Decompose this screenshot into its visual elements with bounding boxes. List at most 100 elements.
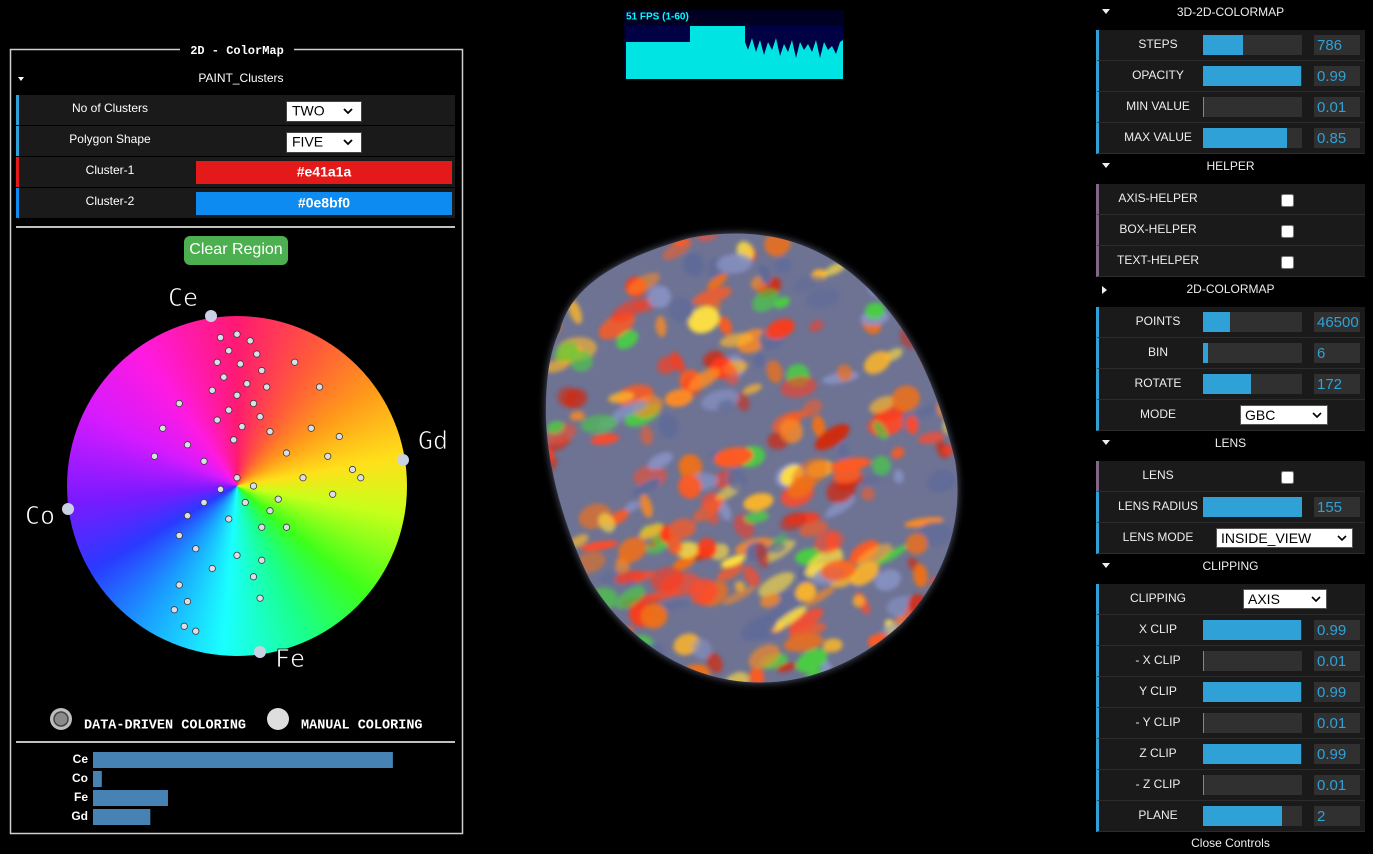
value-box[interactable]: 6 [1314, 343, 1360, 363]
slider-fill [1203, 744, 1301, 764]
clear-button[interactable] [184, 236, 288, 265]
section-header[interactable]: 3D-2D-COLORMAP [1096, 0, 1365, 30]
slider[interactable] [1203, 66, 1302, 86]
slider[interactable] [1203, 374, 1302, 394]
volume-blob [895, 645, 917, 665]
select[interactable]: AXIS [1243, 589, 1327, 609]
color-swatch[interactable] [196, 192, 452, 215]
collapse-arrow [1102, 286, 1107, 294]
slider[interactable] [1203, 97, 1302, 117]
volume-blob [891, 447, 905, 459]
slider[interactable] [1203, 713, 1302, 733]
volume-blob [554, 285, 567, 297]
slider[interactable] [1203, 651, 1302, 671]
control-label: - X CLIP [1135, 653, 1181, 667]
slider[interactable] [1203, 343, 1302, 363]
slider[interactable] [1203, 312, 1302, 332]
volume-blob [852, 594, 865, 607]
checkbox[interactable] [1281, 225, 1294, 238]
close-controls[interactable]: Close Controls [1191, 836, 1270, 850]
color-swatch[interactable] [196, 161, 452, 184]
select-row: MODE GBC [1096, 400, 1365, 431]
slider[interactable] [1203, 806, 1302, 826]
slider[interactable] [1203, 682, 1302, 702]
value-box[interactable]: 786 [1314, 35, 1360, 55]
select-value[interactable]: FIVE [292, 134, 323, 150]
slider[interactable] [1203, 744, 1302, 764]
value-box[interactable]: 0.99 [1314, 682, 1360, 702]
select-value[interactable]: TWO [292, 103, 325, 119]
volume-blob [829, 457, 871, 472]
clear-button-label[interactable]: Clear Region [189, 241, 282, 258]
volume-blob [615, 558, 630, 575]
color-value[interactable]: #0e8bf0 [298, 195, 350, 211]
select[interactable] [286, 132, 362, 153]
section-header[interactable]: CLIPPING [1096, 554, 1365, 584]
radio-label[interactable]: MANUAL COLORING [301, 719, 423, 734]
volume-blob [932, 599, 944, 610]
volume-blob [575, 590, 598, 604]
value-box[interactable]: 172 [1314, 374, 1360, 394]
bar [93, 771, 102, 787]
volume-blob [720, 554, 746, 568]
bar-label: Co [72, 771, 88, 785]
slider[interactable] [1203, 620, 1302, 640]
section-header[interactable]: HELPER [1096, 154, 1365, 184]
volume-blob [550, 261, 564, 271]
volume-blob [717, 399, 734, 411]
wheel-handle[interactable] [397, 454, 409, 466]
value-box[interactable]: 0.01 [1314, 97, 1360, 117]
wheel-point [324, 452, 332, 460]
value-box[interactable]: 0.99 [1314, 66, 1360, 86]
volume-blob [722, 363, 739, 385]
slider[interactable] [1203, 497, 1302, 517]
value-box[interactable]: 0.99 [1314, 744, 1360, 764]
volume-blob [752, 289, 779, 313]
value-box[interactable]: 0.85 [1314, 128, 1360, 148]
section-header[interactable]: LENS [1096, 431, 1365, 461]
wheel-handle[interactable] [62, 503, 74, 515]
folder-title[interactable]: PAINT_Clusters [198, 71, 283, 85]
radio-label[interactable]: DATA-DRIVEN COLORING [84, 719, 246, 734]
select-chevron [343, 139, 353, 146]
slider[interactable] [1203, 775, 1302, 795]
folder-arrow [18, 77, 24, 81]
slider-fill [1203, 66, 1301, 86]
wheel-handle[interactable] [254, 646, 266, 658]
volume-blob [776, 662, 797, 673]
checkbox[interactable] [1281, 194, 1294, 207]
wheel-point [253, 350, 261, 358]
volume-blob [809, 320, 824, 332]
volume-blob [910, 659, 928, 683]
section-header[interactable]: 2D-COLORMAP [1096, 277, 1365, 307]
volume-body [545, 233, 958, 683]
control-label: TEXT-HELPER [1116, 253, 1200, 267]
color-value[interactable]: #e41a1a [297, 164, 352, 180]
select[interactable] [286, 101, 362, 122]
value-box[interactable]: 2 [1314, 806, 1360, 826]
select[interactable]: GBC [1240, 405, 1328, 425]
volume-blob [667, 535, 683, 555]
collapse-arrow [1102, 163, 1110, 168]
select[interactable]: INSIDE_VIEW [1216, 528, 1353, 548]
volume-blob [696, 538, 718, 559]
value-box[interactable]: 155 [1314, 497, 1360, 517]
value-box[interactable]: 0.01 [1314, 651, 1360, 671]
checkbox[interactable] [1281, 256, 1294, 269]
radio[interactable] [267, 708, 289, 730]
value-box[interactable]: 0.01 [1314, 713, 1360, 733]
volume-blob [788, 623, 827, 639]
volume-blob [726, 468, 747, 492]
color-wheel-disc[interactable] [67, 316, 407, 656]
slider[interactable] [1203, 128, 1302, 148]
wheel-point [282, 449, 291, 457]
wheel-point [246, 337, 254, 345]
slider[interactable] [1203, 35, 1302, 55]
value-box[interactable]: 0.99 [1314, 620, 1360, 640]
value-box[interactable]: 46500 [1314, 312, 1360, 332]
value-box[interactable]: 0.01 [1314, 775, 1360, 795]
checkbox[interactable] [1281, 471, 1294, 484]
wheel-point [233, 391, 241, 399]
wheel-handle[interactable] [205, 310, 217, 322]
select-chevron [1312, 412, 1322, 418]
